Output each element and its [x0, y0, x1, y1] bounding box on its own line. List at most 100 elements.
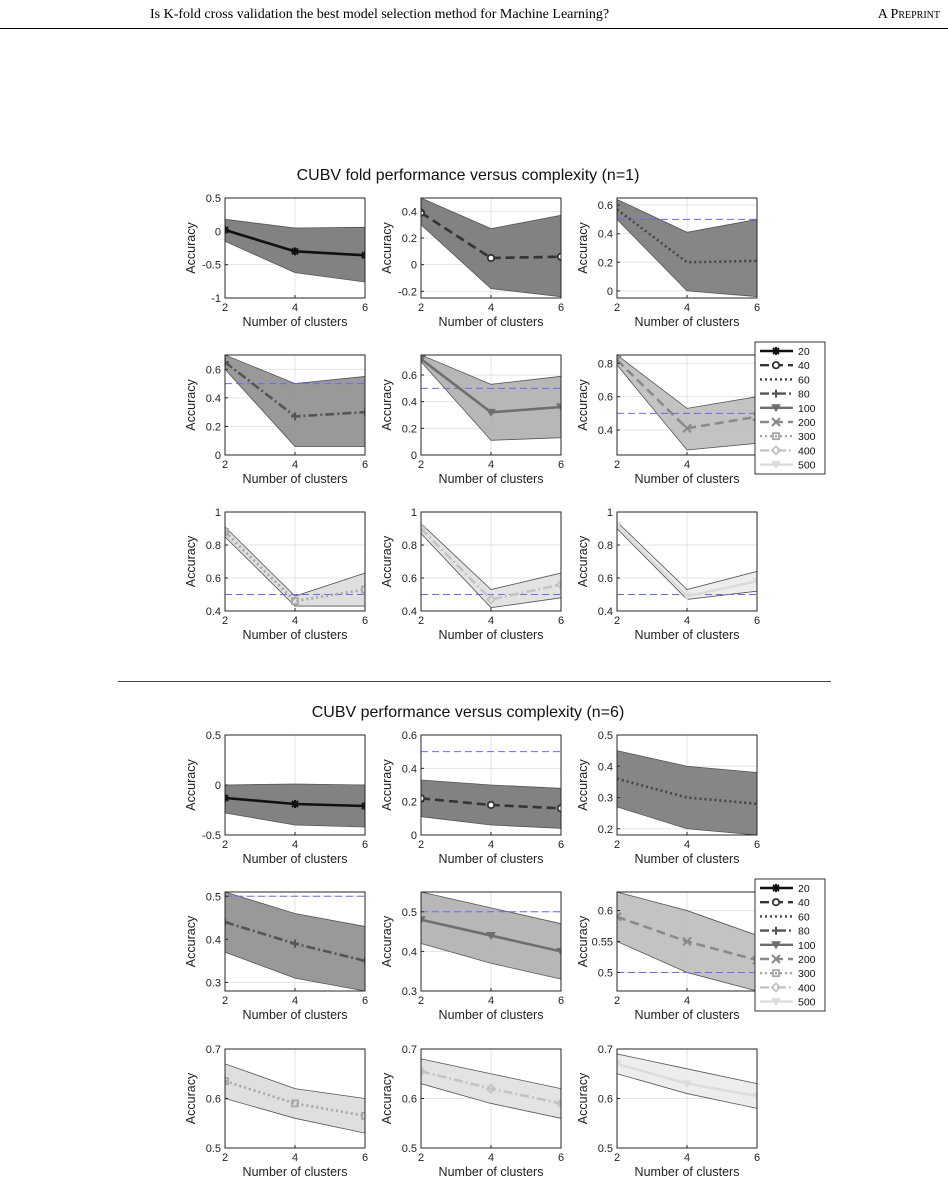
legend-label: 100: [798, 940, 816, 952]
y-tick-label: 0.3: [402, 986, 417, 998]
confidence-band: [421, 523, 561, 609]
legend-marker: [771, 404, 781, 413]
legend-marker: [772, 432, 780, 441]
y-tick-label: 1: [411, 507, 417, 519]
y-tick-label: 0.8: [206, 540, 221, 552]
y-tick-label: 0.4: [598, 606, 613, 618]
y-tick-label: -0.5: [202, 260, 221, 272]
y-tick-label: 0.7: [598, 1044, 613, 1056]
data-point: [361, 956, 365, 965]
y-tick-label: 0.6: [402, 573, 417, 585]
legend-marker: [771, 941, 781, 950]
y-axis-label: Accuracy: [380, 379, 394, 431]
y-axis-label: Accuracy: [184, 222, 198, 274]
plot-area: [225, 512, 365, 611]
legend-marker: [771, 361, 781, 370]
chart-title: CUBV fold performance versus complexity …: [297, 167, 640, 184]
running-title: Is K-fold cross validation the best mode…: [150, 7, 610, 22]
y-tick-label: 0.6: [206, 573, 221, 585]
legend-label: 60: [798, 374, 810, 386]
x-tick-label: 4: [292, 459, 298, 471]
y-tick-label: 0.4: [598, 761, 613, 773]
subplot-60: 2 4 6 0 0.2 0.4 0.6 Number of clusters Accuracy: [576, 197, 760, 329]
data-point: [555, 579, 561, 590]
legend-label: 500: [798, 460, 816, 472]
plot-area: [421, 1049, 561, 1148]
plot-area: [421, 892, 561, 991]
x-axis-label: Number of clusters: [635, 1008, 740, 1022]
series-line: [225, 530, 365, 603]
y-tick-label: 1: [607, 507, 613, 519]
x-tick-label: 4: [684, 1152, 690, 1164]
legend-marker: [770, 445, 782, 456]
data-point: [486, 408, 496, 417]
data-point: [421, 1066, 427, 1077]
y-tick-label: 0.6: [402, 730, 417, 742]
legend-entry-80: 80: [760, 389, 810, 401]
confidence-band: [617, 355, 757, 451]
y-tick-label: 0.2: [402, 797, 417, 809]
plot-area: [225, 892, 365, 991]
data-point: [752, 411, 757, 422]
data-point: [421, 916, 426, 925]
legend-entry-20: 20: [760, 883, 810, 895]
x-tick-label: 4: [684, 995, 690, 1007]
subplot-80: 2 4 6 0.3 0.4 0.5 Number of clusters Accuracy: [184, 891, 368, 1022]
x-tick-label: 4: [488, 839, 494, 851]
legend-entry-300: 300: [760, 968, 816, 980]
x-tick-label: 6: [362, 1152, 368, 1164]
legend-marker: [772, 884, 780, 892]
y-tick-label: 0.6: [598, 1094, 613, 1106]
data-point: [556, 947, 561, 956]
legend-label: 400: [798, 982, 816, 994]
data-point: [225, 358, 229, 367]
data-point: [486, 932, 496, 941]
x-axis-label: Number of clusters: [635, 628, 740, 642]
x-axis-label: Number of clusters: [243, 472, 348, 486]
legend-label: 400: [798, 445, 816, 457]
data-point: [291, 1099, 299, 1108]
confidence-band: [617, 198, 757, 297]
x-axis-label: Number of clusters: [439, 628, 544, 642]
x-axis-label: Number of clusters: [243, 852, 348, 866]
x-tick-label: 2: [418, 459, 424, 471]
y-tick-label: 0.4: [598, 425, 613, 437]
confidence-band: [225, 1063, 365, 1134]
y-tick-label: 0.6: [598, 200, 613, 212]
legend-entry-200: 200: [760, 954, 816, 966]
y-axis-label: Accuracy: [576, 222, 590, 274]
y-tick-label: 0.5: [598, 1143, 613, 1155]
y-tick-label: 0.4: [402, 397, 417, 409]
data-point: [361, 585, 365, 594]
subplot-500: 2 4 6 0.4 0.6 0.8 1 Number of clusters Accuracy: [576, 507, 760, 642]
x-tick-label: 2: [614, 615, 620, 627]
legend-entry-200: 200: [760, 417, 816, 429]
x-tick-label: 2: [222, 302, 228, 314]
y-tick-label: 0.4: [402, 206, 417, 218]
legend-entry-60: 60: [760, 911, 810, 923]
data-point: [421, 794, 426, 803]
legend-label: 300: [798, 431, 816, 443]
x-tick-label: 2: [418, 302, 424, 314]
legend-marker: [772, 969, 780, 978]
data-point: [555, 1098, 561, 1109]
x-tick-label: 2: [418, 1152, 424, 1164]
chart-section-2: CUBV performance versus complexity (n=6)…: [184, 704, 826, 1179]
y-tick-label: 0: [215, 780, 221, 792]
y-axis-label: Accuracy: [380, 1072, 394, 1124]
plot-area: [617, 512, 757, 611]
legend-label: 80: [798, 389, 810, 401]
x-tick-label: 4: [684, 302, 690, 314]
y-tick-label: 0.4: [402, 763, 417, 775]
x-axis-label: Number of clusters: [635, 1165, 740, 1179]
plot-area: [617, 892, 757, 991]
data-point: [486, 253, 496, 263]
y-axis-label: Accuracy: [184, 535, 198, 587]
x-tick-label: 2: [614, 839, 620, 851]
confidence-band: [225, 526, 365, 607]
plot-area: [617, 198, 757, 298]
data-point: [682, 423, 692, 434]
